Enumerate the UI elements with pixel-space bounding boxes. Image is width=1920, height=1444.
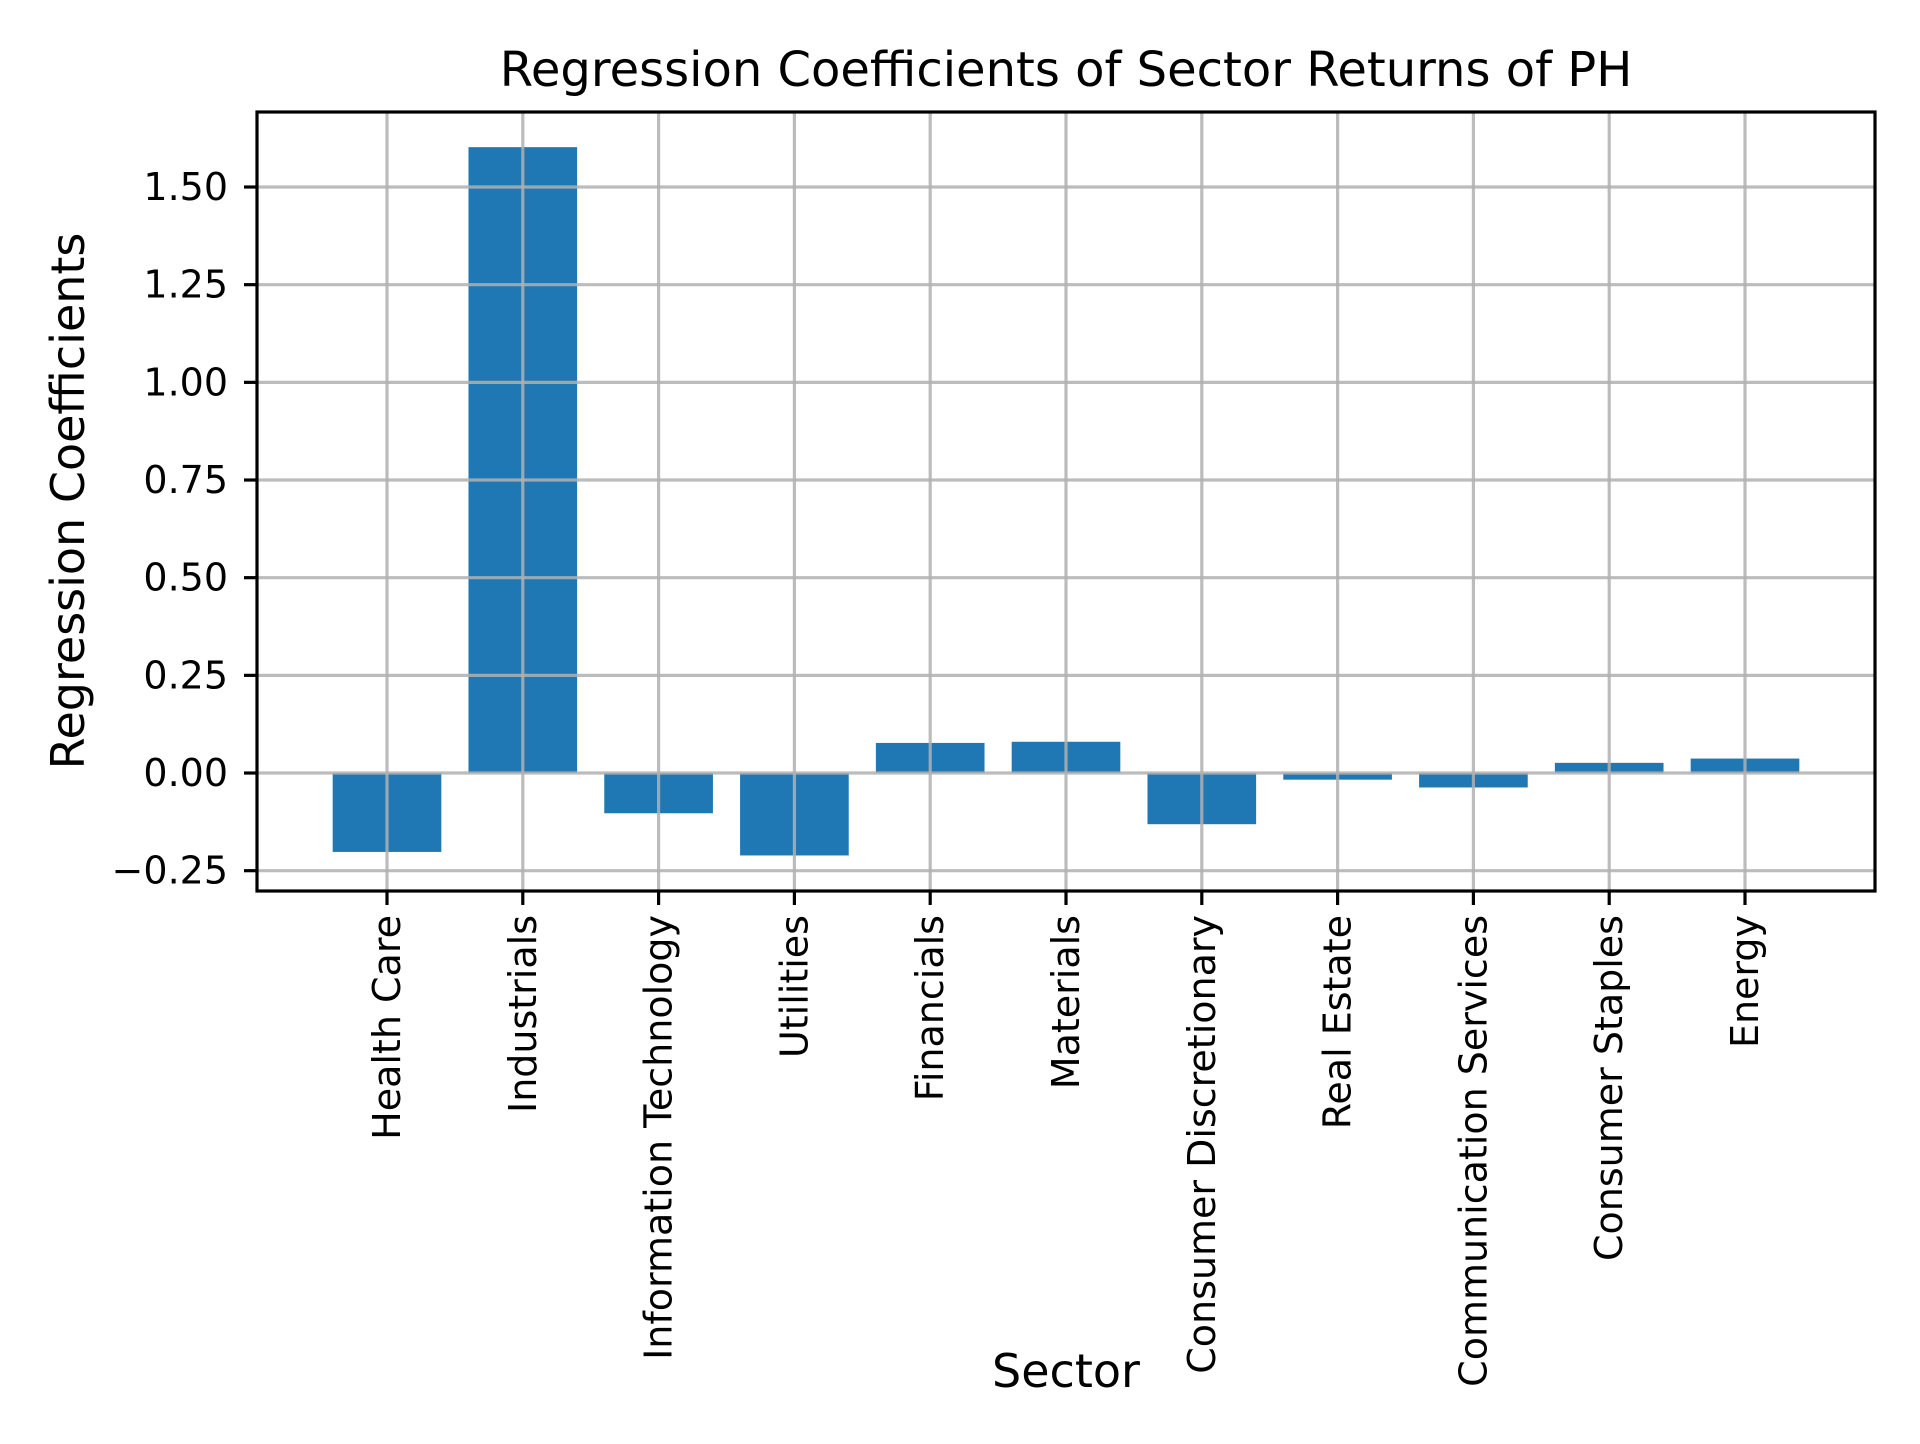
y-tick-label--0.25: −0.25 <box>112 849 228 893</box>
chart-title: Regression Coefficients of Sector Return… <box>500 42 1633 98</box>
x-tick-label-communication-services: Communication Services <box>1451 915 1495 1387</box>
plot-border <box>255 110 1877 893</box>
x-tick-label-consumer-staples: Consumer Staples <box>1587 915 1631 1261</box>
plot-area: −0.25 0.00 0.25 0.50 0.75 1.00 1.25 1.50 Health … <box>112 112 1875 1387</box>
x-tick-label-utilities: Utilities <box>772 915 816 1058</box>
y-tick-label-0.5: 0.50 <box>143 556 228 600</box>
x-tick-label-materials: Materials <box>1044 915 1088 1089</box>
x-tick-label-information-technology: Information Technology <box>637 915 681 1360</box>
y-tick-label-1.25: 1.25 <box>143 263 228 307</box>
x-axis-label: Sector <box>992 1344 1140 1398</box>
x-tick-label-energy: Energy <box>1723 915 1767 1048</box>
x-tick-label-health-care: Health Care <box>365 915 409 1140</box>
x-tick-label-financials: Financials <box>908 915 952 1101</box>
x-tick-label-consumer-discretionary: Consumer Discretionary <box>1180 915 1224 1374</box>
y-tick-label-0.75: 0.75 <box>143 458 228 502</box>
y-tick-label-1: 1.00 <box>143 360 228 404</box>
x-tick-label-real-estate: Real Estate <box>1316 915 1360 1129</box>
y-tick-label-0.25: 0.25 <box>143 653 228 697</box>
y-tick-label-0: 0.00 <box>143 751 228 795</box>
x-tick-label-industrials: Industrials <box>501 915 545 1113</box>
y-axis-label: Regression Coefficients <box>41 233 95 770</box>
y-tick-label-1.5: 1.50 <box>143 165 228 209</box>
